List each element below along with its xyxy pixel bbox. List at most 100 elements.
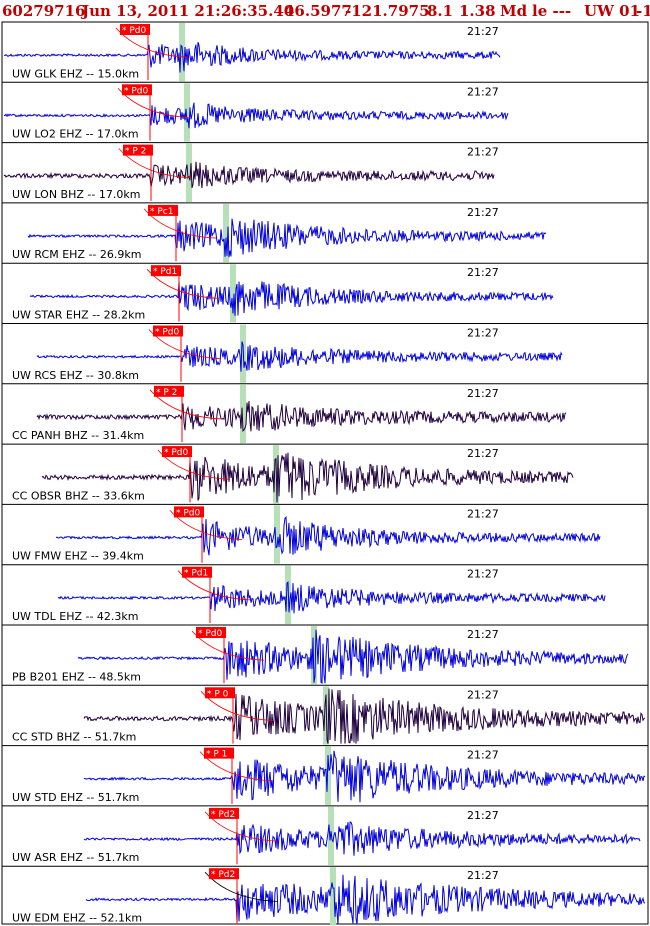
event-header: 60279716 Jun 13, 2011 21:26:35.40 46.597… — [0, 0, 650, 22]
phase-label: * P 2 — [125, 147, 146, 157]
phase-label: * Pc1 — [150, 207, 173, 217]
phase-label: * Pd0 — [155, 328, 180, 338]
trace-row: * P 2 21:27 UW LON BHZ -- 17.0km — [2, 142, 648, 202]
trace-row: * P 0 21:27 CC STD BHZ -- 51.7km — [2, 684, 648, 745]
time-label: 21:27 — [467, 25, 499, 38]
station-label: UW STAR EHZ -- 28.2km — [12, 309, 145, 322]
event-magnitude: 1.38 — [459, 2, 496, 20]
waveform-trace — [41, 452, 574, 503]
phase-label: * P 2 — [156, 388, 177, 398]
waveform-trace — [3, 161, 495, 189]
phase-label: * Pd0 — [122, 26, 147, 36]
phase-label: * Pd2 — [211, 810, 235, 820]
s-marker-band — [274, 505, 280, 564]
waveform-trace — [3, 42, 501, 73]
waveform-trace — [77, 629, 629, 685]
station-label: CC PANH BHZ -- 31.4km — [12, 429, 144, 442]
trace-row: * Pd2 21:27 UW ASR EHZ -- 51.7km — [2, 805, 648, 866]
station-label: PB B201 EHZ -- 48.5km — [12, 670, 141, 683]
phase-label: * P 0 — [207, 689, 229, 699]
time-label: 21:27 — [467, 507, 499, 520]
station-label: UW FMW EHZ -- 39.4km — [12, 550, 144, 563]
s-marker-band — [311, 626, 317, 685]
waveform-trace — [83, 688, 646, 744]
s-marker-band — [240, 384, 246, 444]
phase-label-box — [162, 446, 192, 458]
waveform-trace — [83, 821, 641, 856]
event-latitude: 46.5977 — [284, 2, 352, 20]
event-magnitude-type: Md — [500, 2, 528, 20]
station-label: CC OBSR BHZ -- 33.6km — [12, 489, 145, 502]
time-label: 21:27 — [467, 85, 499, 98]
trace-row: * Pd1 21:27 UW TDL EHZ -- 42.3km — [2, 564, 648, 624]
s-marker-band — [328, 806, 334, 866]
trace-row: * Pd0 21:27 UW LO2 EHZ -- 17.0km — [2, 81, 648, 142]
phase-label-box — [174, 506, 204, 518]
trace-row: * Pd1 21:27 UW STAR EHZ -- 28.2km — [2, 262, 648, 323]
phase-label-box — [122, 84, 152, 96]
phase-label-box — [205, 687, 235, 699]
event-datetime: Jun 13, 2011 21:26:35.40 — [82, 2, 295, 20]
waveform-trace — [29, 281, 554, 316]
phase-label: * P 1 — [206, 750, 227, 760]
time-label: 21:27 — [467, 206, 499, 219]
station-label: UW STD EHZ -- 51.7km — [12, 791, 139, 804]
phase-label: * Pd2 — [211, 870, 235, 880]
waveform-trace — [55, 516, 601, 556]
waveform-trace — [83, 750, 646, 803]
phase-label: * Pd1 — [184, 569, 208, 579]
s-marker-band — [223, 203, 229, 263]
station-label: UW RCM EHZ -- 26.9km — [12, 248, 141, 261]
trace-row: * Pd0 21:27 UW GLK EHZ -- 15.0km — [2, 21, 648, 82]
phase-label: * Pd1 — [153, 267, 177, 277]
s-marker-band — [184, 83, 190, 142]
time-label: 21:27 — [467, 387, 499, 400]
phase-label-box — [154, 385, 184, 397]
phase-label: * Pd0 — [164, 448, 189, 458]
station-label: UW TDL EHZ -- 42.3km — [12, 610, 139, 623]
phase-label-box — [204, 747, 234, 759]
trace-row: * P 2 21:27 CC PANH BHZ -- 31.4km — [2, 383, 648, 444]
time-label: 21:27 — [467, 447, 499, 460]
station-label: CC STD BHZ -- 51.7km — [12, 731, 136, 744]
phase-label-box — [120, 24, 150, 35]
phase-label-box — [148, 204, 178, 216]
waveform-trace — [85, 874, 646, 925]
time-label: 21:27 — [467, 266, 499, 279]
time-label: 21:27 — [467, 568, 499, 581]
phase-label: * Pd0 — [198, 629, 223, 639]
event-network: UW 01 — [584, 2, 641, 20]
trace-row: * Pd0 21:27 CC OBSR BHZ -- 33.6km — [2, 443, 648, 504]
station-label: UW LON BHZ -- 17.0km — [12, 188, 140, 201]
s-marker-band — [325, 746, 331, 805]
trace-row: * P 1 21:27 UW STD EHZ -- 51.7km — [2, 745, 648, 805]
phase-label-box — [196, 627, 226, 638]
time-label: 21:27 — [467, 809, 499, 822]
time-label: 21:27 — [467, 869, 499, 882]
trace-row: * Pc1 21:27 UW RCM EHZ -- 26.9km — [2, 202, 648, 263]
event-longitude: -121.7975 — [345, 2, 430, 20]
s-marker-band — [330, 867, 336, 926]
waveform-trace — [27, 218, 547, 258]
event-type: le --- — [532, 2, 572, 20]
station-label: UW GLK EHZ -- 15.0km — [12, 67, 139, 80]
trace-row: * Pd0 21:27 UW FMW EHZ -- 39.4km — [2, 503, 648, 564]
waveform-trace — [36, 341, 563, 372]
phase-label: * Pd0 — [176, 508, 201, 518]
time-label: 21:27 — [467, 749, 499, 762]
time-label: 21:27 — [467, 628, 499, 641]
trace-row: * Pd2 21:27 UW EDM EHZ -- 52.1km — [2, 865, 648, 926]
s-marker-band — [186, 143, 192, 202]
phase-label-box — [209, 807, 239, 819]
station-label: UW LO2 EHZ -- 17.0km — [12, 128, 139, 141]
s-marker-band — [230, 264, 236, 323]
station-label: UW RCS EHZ -- 30.8km — [12, 369, 139, 382]
phase-label-box — [151, 265, 181, 277]
time-label: 21:27 — [467, 327, 499, 340]
time-label: 21:27 — [467, 688, 499, 701]
phase-label-box — [209, 868, 239, 880]
trace-row: * Pd0 21:27 UW RCS EHZ -- 30.8km — [2, 323, 648, 383]
phase-label-box — [153, 325, 183, 337]
phase-label-box — [123, 144, 153, 156]
